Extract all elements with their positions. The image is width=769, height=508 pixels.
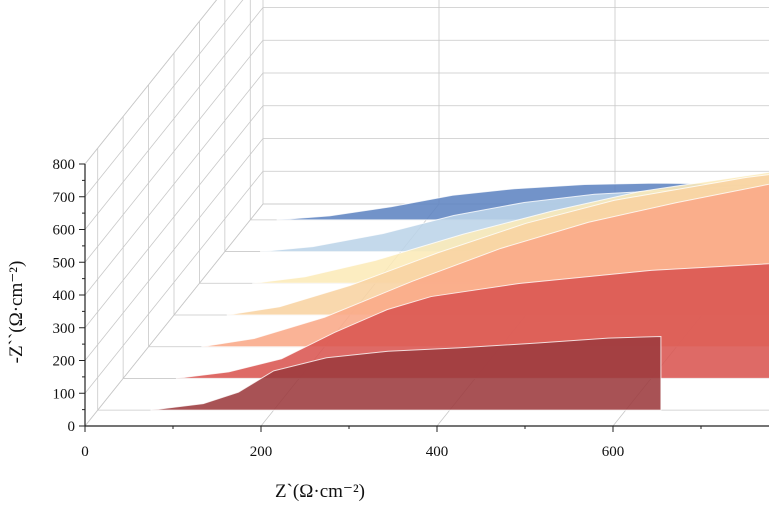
x-tick-label: 400: [426, 444, 449, 460]
y-tick-label: 800: [53, 157, 76, 173]
y-axis-title: -Z``(Ω·cm⁻²): [6, 261, 27, 364]
x-tick-label: 0: [81, 444, 89, 460]
y-tick-label: 400: [53, 288, 76, 304]
x-axis-title: Z`(Ω·cm⁻²): [275, 481, 365, 502]
chart-axes: [79, 163, 769, 432]
y-tick-label: 600: [53, 223, 76, 239]
chart-series: [150, 171, 769, 411]
x-tick-label: 600: [602, 444, 625, 460]
chart-labels: 0200400600800100001002003004005006007008…: [53, 157, 625, 460]
y-tick-label: 500: [53, 255, 76, 271]
y-tick-label: 0: [68, 419, 76, 435]
y-tick-label: 700: [53, 190, 76, 206]
x-tick-label: 200: [250, 444, 273, 460]
y-tick-label: 100: [53, 386, 76, 402]
series-ribbon-0-day: [150, 335, 662, 411]
y-tick-label: 300: [53, 321, 76, 337]
y-tick-label: 200: [53, 354, 76, 370]
left-wall-top-edge: [84, 0, 218, 165]
